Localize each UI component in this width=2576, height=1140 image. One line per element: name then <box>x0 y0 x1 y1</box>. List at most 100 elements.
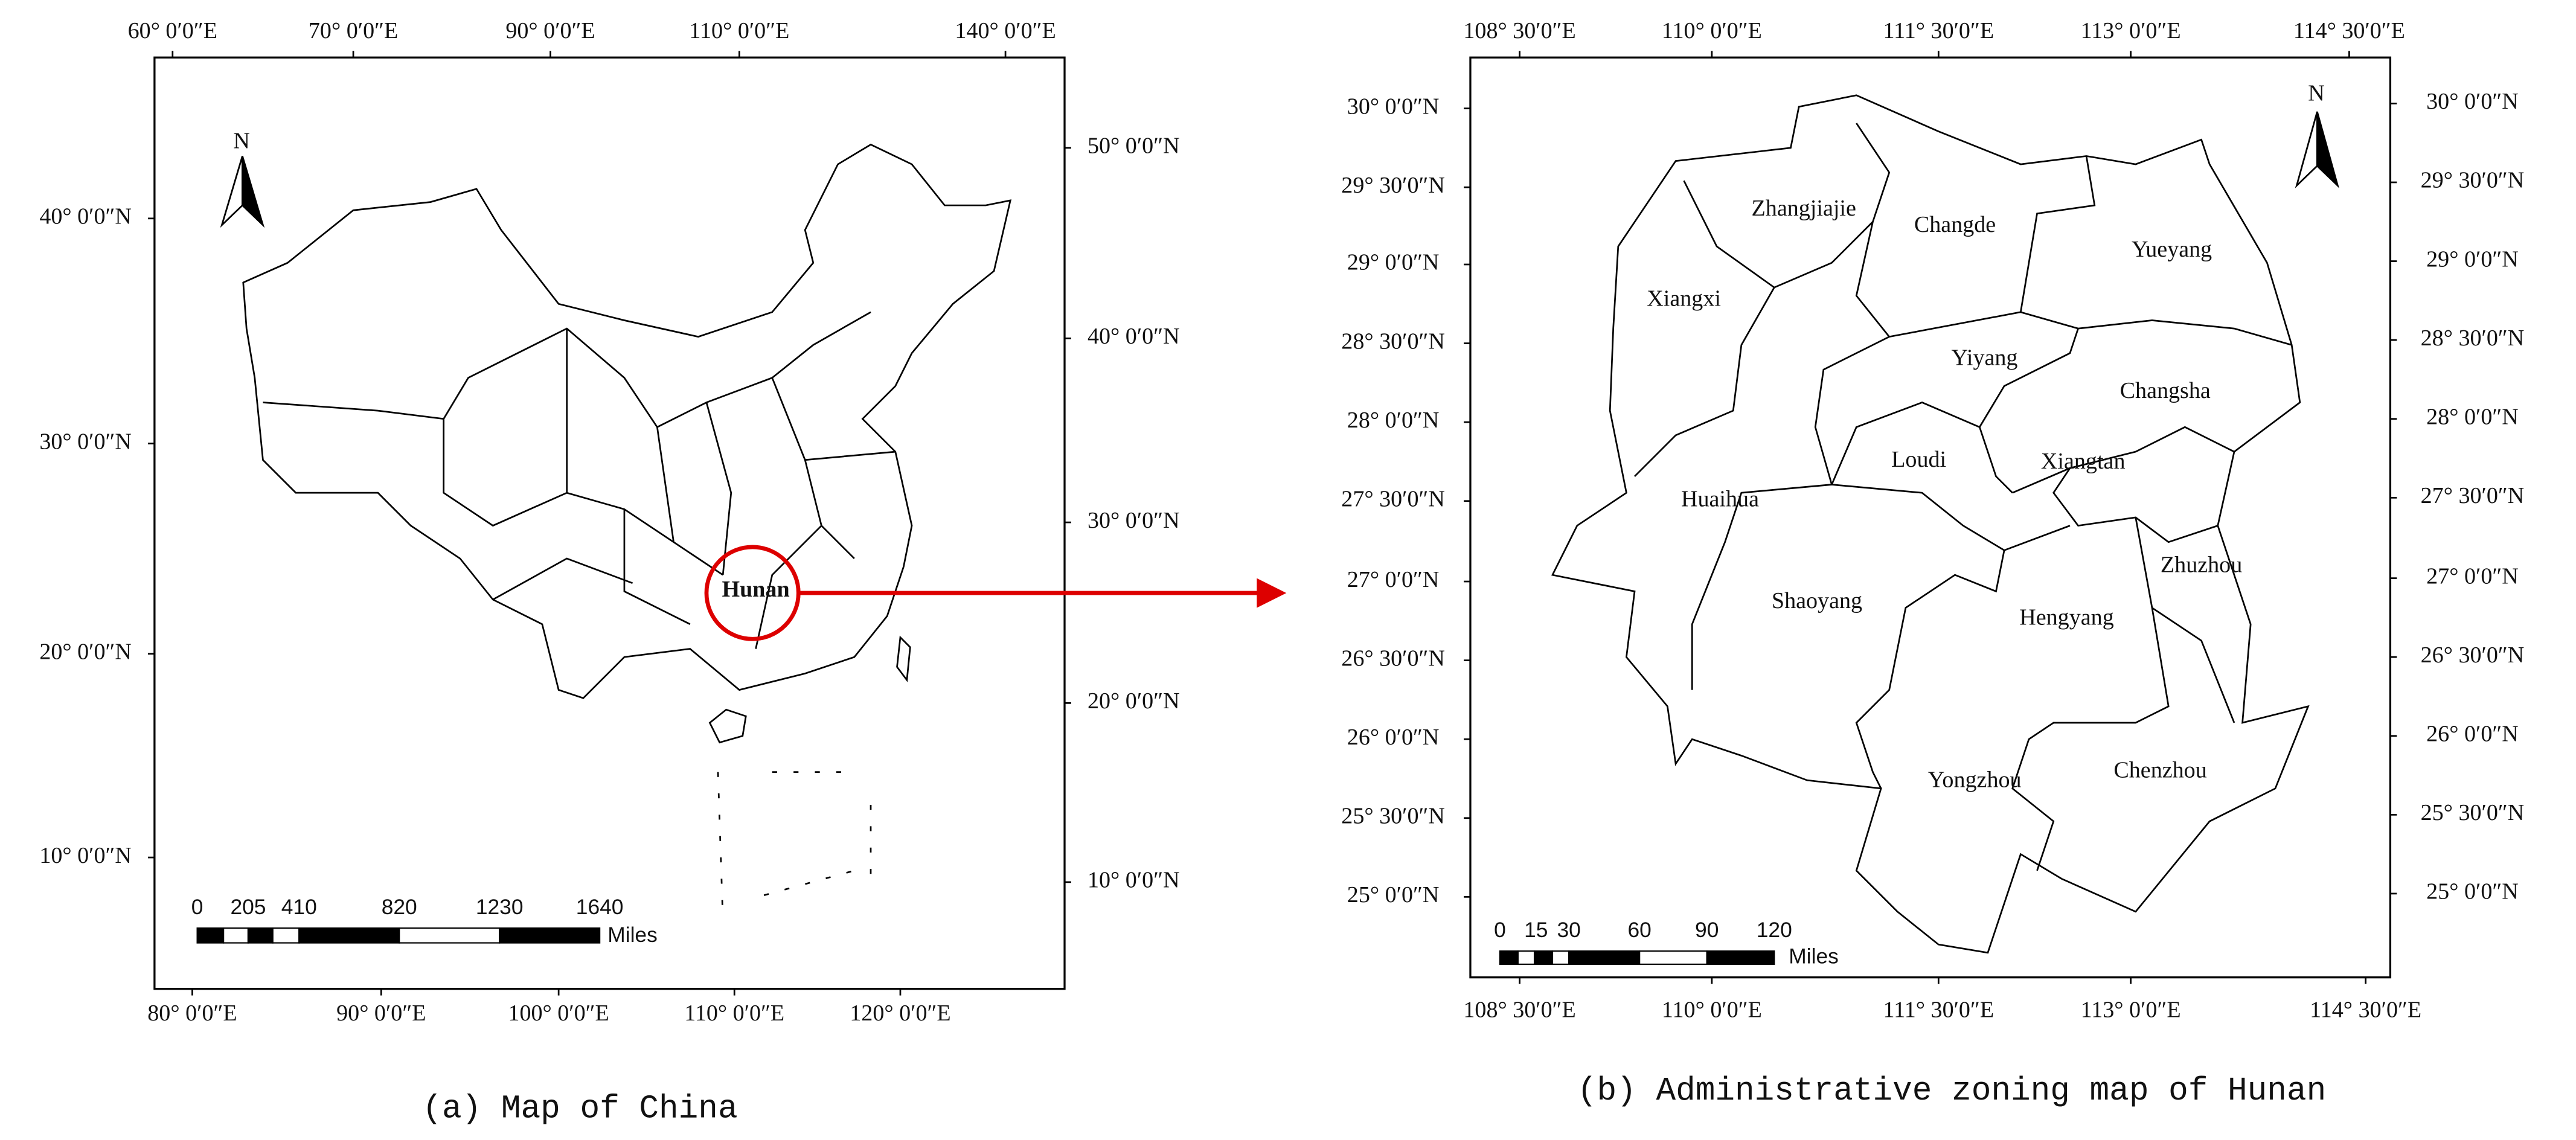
china-outline <box>242 143 1012 699</box>
scale-bar-piece <box>1551 950 1570 965</box>
bottom-label: 100° 0′0″E <box>508 1001 609 1026</box>
right-label: 25° 0′0″N <box>2426 879 2519 905</box>
right-label: 29° 30′0″N <box>2421 168 2525 193</box>
left-label: 29° 30′0″N <box>1341 173 1445 198</box>
islands <box>717 771 872 920</box>
scale-bar-piece <box>1706 950 1775 965</box>
right-label: 27° 0′0″N <box>2426 563 2519 589</box>
scale-bar-unit: Miles <box>607 923 658 947</box>
bottom-label: 80° 0′0″E <box>147 1001 237 1026</box>
frame-a <box>153 56 1066 990</box>
region-label: Chenzhou <box>2113 757 2206 783</box>
top-label: 113° 0′0″E <box>2081 18 2181 43</box>
taiwan <box>896 635 911 682</box>
top-label: 111° 30′0″E <box>1883 18 1994 43</box>
north-arrow-right <box>2316 111 2340 188</box>
scale-bar-label: 820 <box>382 895 417 919</box>
arrow-head <box>1257 578 1287 608</box>
bottom-label: 113° 0′0″E <box>2081 997 2181 1023</box>
left-label: 40° 0′0″N <box>39 204 132 229</box>
left-label: 27° 30′0″N <box>1341 486 1445 511</box>
highlight-label: Hunan <box>722 577 789 602</box>
right-label: 30° 0′0″N <box>2426 89 2519 114</box>
region-label: Yueyang <box>2132 237 2212 262</box>
scale-bar-piece <box>399 927 501 944</box>
scale-bar-piece <box>1639 950 1708 965</box>
right-label: 29° 0′0″N <box>2426 246 2519 272</box>
scale-bar-piece <box>1568 950 1641 965</box>
scale-bar-label: 120 <box>1757 918 1792 942</box>
left-label: 20° 0′0″N <box>39 639 132 664</box>
city-borders <box>1634 123 2292 871</box>
left-label: 28° 30′0″N <box>1341 328 1445 354</box>
region-label: Yongzhou <box>1928 767 2022 793</box>
top-label: 114° 30′0″E <box>2293 18 2405 43</box>
north-label: N <box>233 128 250 153</box>
right-label: 28° 30′0″N <box>2421 325 2525 351</box>
left-label: 26° 0′0″N <box>1347 725 1440 750</box>
region-label: Loudi <box>1891 447 1946 472</box>
left-label: 26° 30′0″N <box>1341 645 1445 671</box>
scale-bar-piece <box>247 927 274 944</box>
left-label: 27° 0′0″N <box>1347 567 1440 592</box>
scale-bar-label: 410 <box>281 895 317 919</box>
left-label: 25° 0′0″N <box>1347 882 1440 908</box>
north-label: N <box>2308 81 2324 106</box>
bottom-label: 110° 0′0″E <box>1662 997 1762 1023</box>
hunan-outline <box>1551 94 2310 954</box>
top-label: 60° 0′0″E <box>128 18 217 43</box>
top-label: 110° 0′0″E <box>689 18 789 43</box>
right-label: 28° 0′0″N <box>2426 404 2519 429</box>
region-label: Xiangtan <box>2041 449 2126 474</box>
scale-bar-label: 1640 <box>576 895 624 919</box>
right-label: 50° 0′0″N <box>1088 133 1180 159</box>
scale-bar-unit: Miles <box>1789 944 1839 968</box>
top-label: 90° 0′0″E <box>505 18 595 43</box>
scale-bar-piece <box>1533 950 1554 965</box>
region-label: Changsha <box>2120 378 2211 403</box>
scale-bar-piece <box>223 927 249 944</box>
top-label: 140° 0′0″E <box>955 18 1056 43</box>
right-label: 40° 0′0″N <box>1088 324 1180 349</box>
left-label: 28° 0′0″N <box>1347 408 1440 433</box>
region-label: Hengyang <box>2019 604 2113 630</box>
bottom-label: 90° 0′0″E <box>336 1001 426 1026</box>
region-label: Yiyang <box>1951 345 2017 371</box>
scale-bar-piece <box>1517 950 1536 965</box>
scale-bar-label: 90 <box>1695 918 1719 942</box>
region-label: Changde <box>1914 212 1996 237</box>
left-label: 30° 0′0″N <box>39 429 132 454</box>
north-arrow-right <box>242 156 265 228</box>
right-label: 30° 0′0″N <box>1088 508 1180 533</box>
caption: (a) Map of China <box>422 1091 737 1128</box>
bottom-label: 120° 0′0″E <box>850 1001 950 1026</box>
top-label: 70° 0′0″E <box>309 18 398 43</box>
top-label: 110° 0′0″E <box>1662 18 1762 43</box>
left-label: 10° 0′0″N <box>39 843 132 868</box>
left-label: 29° 0′0″N <box>1347 250 1440 275</box>
right-label: 25° 30′0″N <box>2421 800 2525 825</box>
scale-bar-label: 205 <box>230 895 266 919</box>
scale-bar-label: 30 <box>1557 918 1581 942</box>
scale-bar-label: 1230 <box>476 895 524 919</box>
scale-bar-label: 0 <box>191 895 203 919</box>
region-label: Shaoyang <box>1772 588 1862 613</box>
left-label: 30° 0′0″N <box>1347 94 1440 119</box>
right-label: 10° 0′0″N <box>1088 868 1180 893</box>
north-arrow-left <box>220 156 243 228</box>
hainan <box>708 708 747 744</box>
right-label: 26° 30′0″N <box>2421 642 2525 668</box>
right-label: 26° 0′0″N <box>2426 722 2519 747</box>
north-arrow-left <box>2295 111 2318 188</box>
bottom-label: 111° 30′0″E <box>1883 997 1994 1023</box>
top-label: 108° 30′0″E <box>1463 18 1575 43</box>
region-label: Zhangjiajie <box>1752 196 1856 221</box>
scale-bar-label: 15 <box>1524 918 1548 942</box>
province-borders <box>263 311 896 649</box>
bottom-label: 114° 30′0″E <box>2310 997 2421 1023</box>
right-label: 20° 0′0″N <box>1088 688 1180 714</box>
scale-bar-label: 0 <box>1494 918 1506 942</box>
bottom-label: 110° 0′0″E <box>684 1001 784 1026</box>
scale-bar-piece <box>1499 950 1519 965</box>
